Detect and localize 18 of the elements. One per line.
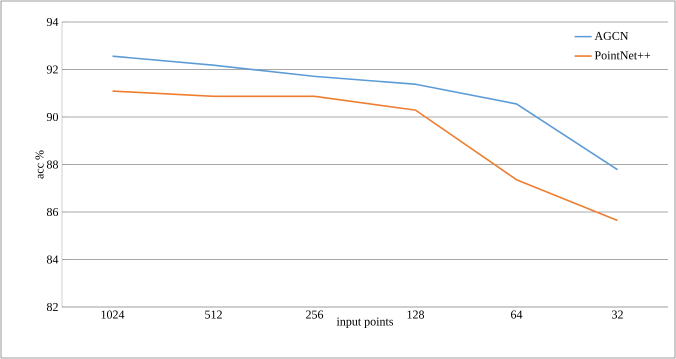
y-tick-label: 92 [46,65,58,74]
y-axis-title: acc % [35,150,44,179]
x-tick-label: 256 [306,310,324,319]
x-tick-label: 64 [511,310,522,319]
x-axis-title: input points [336,317,394,328]
x-tick-label: 32 [612,310,623,319]
y-tick-label: 88 [46,160,58,169]
y-tick-label: 84 [46,255,58,264]
x-tick-label: 512 [205,310,222,319]
x-tick-label: 1024 [102,310,124,319]
y-tick-label: 86 [46,208,58,216]
y-tick-label: 82 [46,302,58,312]
legend-label: PointNet++ [594,51,650,60]
legend-label: AGCN [594,32,628,40]
x-tick-label: 128 [408,310,424,319]
y-tick-label: 94 [46,18,58,26]
y-tick-label: 90 [46,112,58,122]
line-series [112,90,618,222]
